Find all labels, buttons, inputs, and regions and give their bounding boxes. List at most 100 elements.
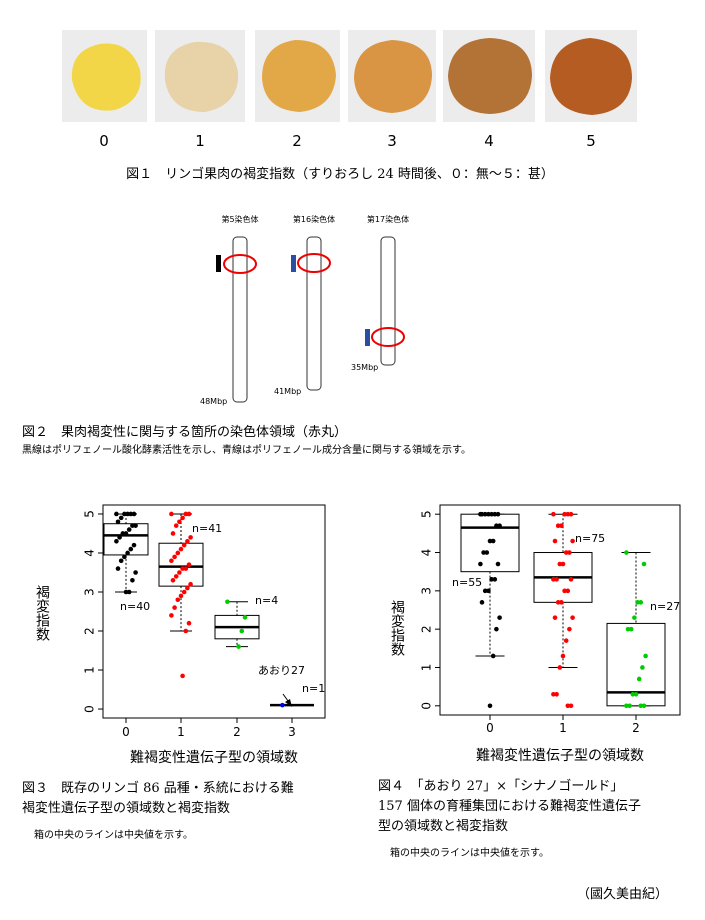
data-point	[183, 566, 189, 571]
plot-frame	[439, 504, 681, 716]
data-point	[492, 511, 498, 517]
plot-frame	[102, 504, 326, 719]
x-tick-label: 2	[233, 725, 241, 739]
data-point	[175, 597, 181, 603]
data-point	[643, 653, 648, 659]
data-point	[172, 554, 177, 560]
n-label: n=27	[650, 600, 680, 613]
data-point	[562, 588, 567, 594]
data-point	[239, 628, 245, 634]
data-point	[181, 542, 187, 548]
data-point	[180, 515, 185, 521]
figure2-note: 黒線はポリフェノール酸化酵素活性を示し、青線はポリフェノール成分含量に関与する領…	[22, 443, 471, 456]
data-point	[117, 535, 122, 540]
data-point	[555, 523, 561, 528]
y-tick-label: 0	[420, 702, 434, 710]
data-point	[635, 600, 640, 605]
data-point	[122, 554, 127, 560]
data-point	[183, 511, 189, 517]
data-point	[130, 577, 135, 583]
data-point	[118, 558, 124, 564]
y-axis-label: 褐変指数	[34, 585, 50, 641]
data-point	[188, 535, 193, 540]
data-point	[181, 589, 187, 595]
data-point	[133, 523, 138, 528]
data-point	[641, 561, 647, 567]
data-point	[115, 566, 121, 571]
data-point	[551, 511, 556, 517]
data-point	[559, 600, 564, 605]
n-label: n=75	[575, 532, 605, 545]
data-point	[560, 653, 566, 659]
data-point	[185, 538, 190, 544]
data-point	[178, 593, 184, 599]
data-point	[280, 702, 285, 708]
data-point	[487, 703, 493, 709]
data-point	[638, 600, 644, 605]
data-point	[487, 538, 493, 544]
data-point	[563, 638, 569, 643]
chromosome	[380, 236, 396, 366]
data-point	[567, 626, 572, 632]
polyphenol-region-bar	[291, 255, 296, 272]
chromosome-diagram	[216, 236, 405, 403]
chromosome-length: 41Mbp	[274, 387, 301, 396]
data-point	[563, 550, 569, 555]
y-tick-label: 2	[420, 625, 434, 633]
figure1-caption: 図１ リンゴ果肉の褐変指数（すりおろし 24 時間後、０：無～５：甚）	[126, 166, 554, 182]
y-tick-label: 2	[83, 627, 97, 635]
data-point	[172, 605, 177, 610]
data-point	[169, 511, 174, 517]
data-point	[494, 523, 499, 528]
data-point	[640, 665, 645, 670]
data-point	[188, 581, 193, 587]
data-point	[478, 561, 483, 567]
x-tick-label: 0	[122, 725, 130, 739]
data-point	[125, 550, 130, 556]
photo-label: 4	[484, 132, 494, 150]
y-tick-label: 0	[83, 705, 97, 713]
data-point	[118, 515, 124, 521]
data-point	[186, 562, 192, 567]
photo-sample	[71, 43, 141, 111]
photo-sample	[354, 40, 432, 113]
data-point	[236, 644, 241, 649]
data-point	[638, 703, 644, 709]
data-point	[180, 673, 185, 679]
data-point	[169, 613, 174, 618]
data-point	[186, 511, 192, 517]
data-point	[624, 550, 629, 555]
region-circle	[371, 327, 405, 347]
x-tick-label: 0	[486, 721, 494, 735]
data-point	[173, 523, 179, 528]
x-tick-label: 1	[177, 725, 185, 739]
photo-label: 0	[99, 132, 109, 150]
data-point	[126, 527, 132, 532]
data-point	[552, 615, 558, 620]
data-point	[495, 511, 501, 517]
data-point	[570, 615, 575, 620]
data-point	[570, 538, 575, 544]
n-label: n=4	[255, 594, 278, 607]
caption: 褐変性遺伝子型の領域数と褐変指数	[22, 800, 230, 816]
data-point	[628, 626, 634, 632]
x-axis-label: 難褐変性遺伝子型の領域数	[130, 749, 298, 766]
photo-label: 3	[387, 132, 397, 150]
data-point	[123, 531, 129, 536]
data-point	[489, 511, 494, 517]
data-point	[551, 577, 556, 582]
caption-note: 箱の中央のラインは中央値を示す。	[34, 828, 193, 841]
y-tick-label: 1	[420, 664, 434, 672]
chromosome-name: 第17染色体	[367, 214, 409, 224]
data-point	[492, 577, 498, 582]
chromosome	[232, 236, 248, 403]
data-point	[494, 626, 499, 632]
data-point	[126, 589, 132, 595]
data-point	[128, 511, 134, 517]
data-point	[123, 589, 129, 595]
data-point	[484, 550, 490, 555]
n-label: n=55	[452, 576, 482, 589]
figure2-caption: 図２ 果肉褐変性に関与する箇所の染色体領域（赤丸）	[22, 424, 347, 440]
data-point	[495, 561, 501, 567]
